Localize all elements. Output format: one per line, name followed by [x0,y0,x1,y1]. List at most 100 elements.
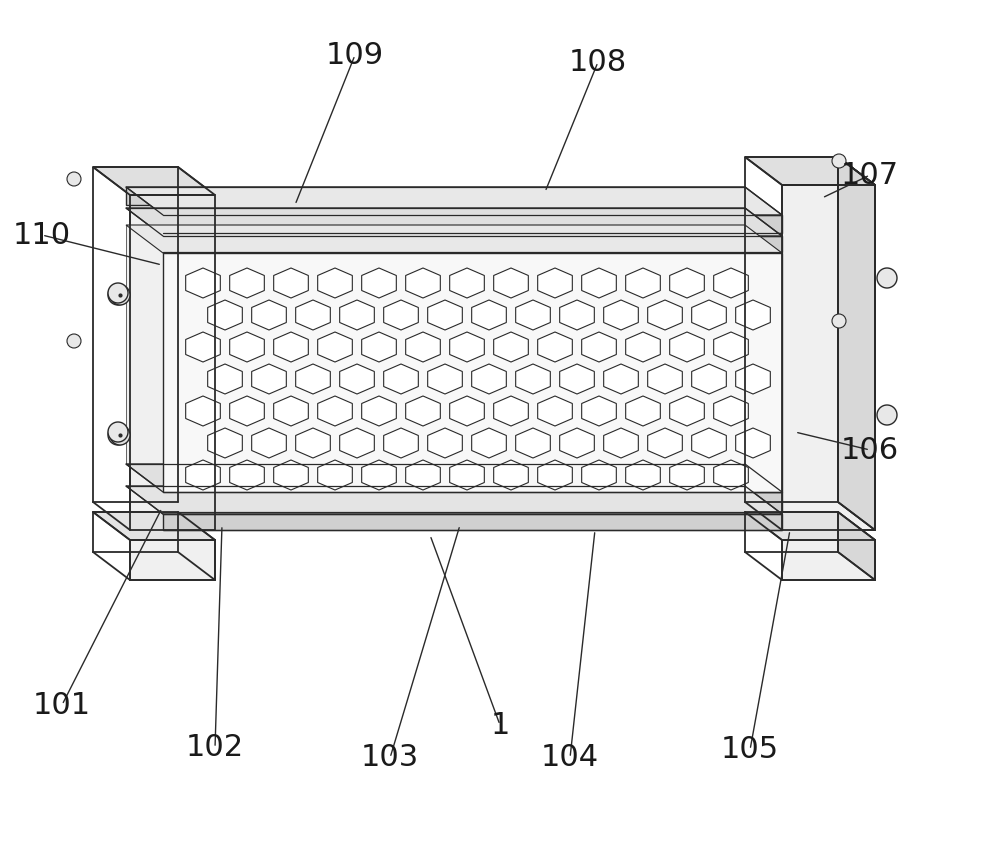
Polygon shape [230,396,264,426]
Circle shape [877,268,897,288]
Text: 102: 102 [186,733,244,762]
Circle shape [108,425,128,445]
Polygon shape [362,332,396,362]
Polygon shape [126,187,782,215]
Polygon shape [230,268,264,298]
Polygon shape [362,268,396,298]
Polygon shape [450,460,484,490]
Polygon shape [296,300,330,330]
Circle shape [832,154,846,168]
Polygon shape [538,460,572,490]
Polygon shape [93,512,215,540]
Polygon shape [560,428,594,458]
Polygon shape [714,332,748,362]
Polygon shape [736,364,770,394]
Polygon shape [670,332,704,362]
Polygon shape [648,300,682,330]
Polygon shape [626,268,660,298]
Polygon shape [604,364,638,394]
Polygon shape [130,195,215,530]
Polygon shape [692,364,726,394]
Polygon shape [626,460,660,490]
Polygon shape [494,332,528,362]
Polygon shape [450,396,484,426]
Polygon shape [186,332,220,362]
Polygon shape [670,268,704,298]
Polygon shape [648,364,682,394]
Polygon shape [274,268,308,298]
Polygon shape [538,396,572,426]
Text: 101: 101 [33,690,91,719]
Polygon shape [838,157,875,530]
Polygon shape [318,460,352,490]
Polygon shape [745,512,875,540]
Polygon shape [274,332,308,362]
Polygon shape [384,364,418,394]
Polygon shape [163,514,782,530]
Polygon shape [208,364,242,394]
Polygon shape [494,396,528,426]
Polygon shape [230,332,264,362]
Text: 105: 105 [721,735,779,765]
Polygon shape [252,300,286,330]
Polygon shape [163,215,782,233]
Circle shape [108,422,128,442]
Polygon shape [340,300,374,330]
Polygon shape [406,460,440,490]
Polygon shape [714,396,748,426]
Text: 108: 108 [569,47,627,77]
Polygon shape [126,225,782,253]
Polygon shape [384,300,418,330]
Polygon shape [186,460,220,490]
Polygon shape [692,428,726,458]
Circle shape [108,285,128,305]
Polygon shape [163,492,782,512]
Polygon shape [604,300,638,330]
Text: 107: 107 [841,160,899,190]
Circle shape [832,314,846,328]
Polygon shape [208,300,242,330]
Polygon shape [714,268,748,298]
Polygon shape [296,428,330,458]
Polygon shape [126,225,745,464]
Polygon shape [126,486,782,514]
Polygon shape [274,396,308,426]
Polygon shape [230,460,264,490]
Text: 104: 104 [541,744,599,772]
Polygon shape [93,167,215,195]
Polygon shape [406,332,440,362]
Polygon shape [560,364,594,394]
Circle shape [67,334,81,348]
Polygon shape [208,428,242,458]
Polygon shape [186,396,220,426]
Circle shape [108,283,128,303]
Polygon shape [252,428,286,458]
Polygon shape [538,332,572,362]
Text: 103: 103 [361,744,419,772]
Polygon shape [318,268,352,298]
Polygon shape [838,157,875,530]
Polygon shape [472,364,506,394]
Polygon shape [126,187,745,205]
Polygon shape [494,268,528,298]
Polygon shape [362,396,396,426]
Text: 110: 110 [13,220,71,250]
Polygon shape [494,460,528,490]
Polygon shape [318,332,352,362]
Polygon shape [582,332,616,362]
Polygon shape [516,428,550,458]
Polygon shape [582,460,616,490]
Circle shape [110,285,130,305]
Polygon shape [838,512,875,580]
Polygon shape [582,396,616,426]
Polygon shape [130,540,215,580]
Polygon shape [340,364,374,394]
Text: 106: 106 [841,436,899,464]
Polygon shape [340,428,374,458]
Polygon shape [450,332,484,362]
Polygon shape [406,268,440,298]
Polygon shape [163,236,782,252]
Polygon shape [472,300,506,330]
Circle shape [67,172,81,186]
Circle shape [877,405,897,425]
